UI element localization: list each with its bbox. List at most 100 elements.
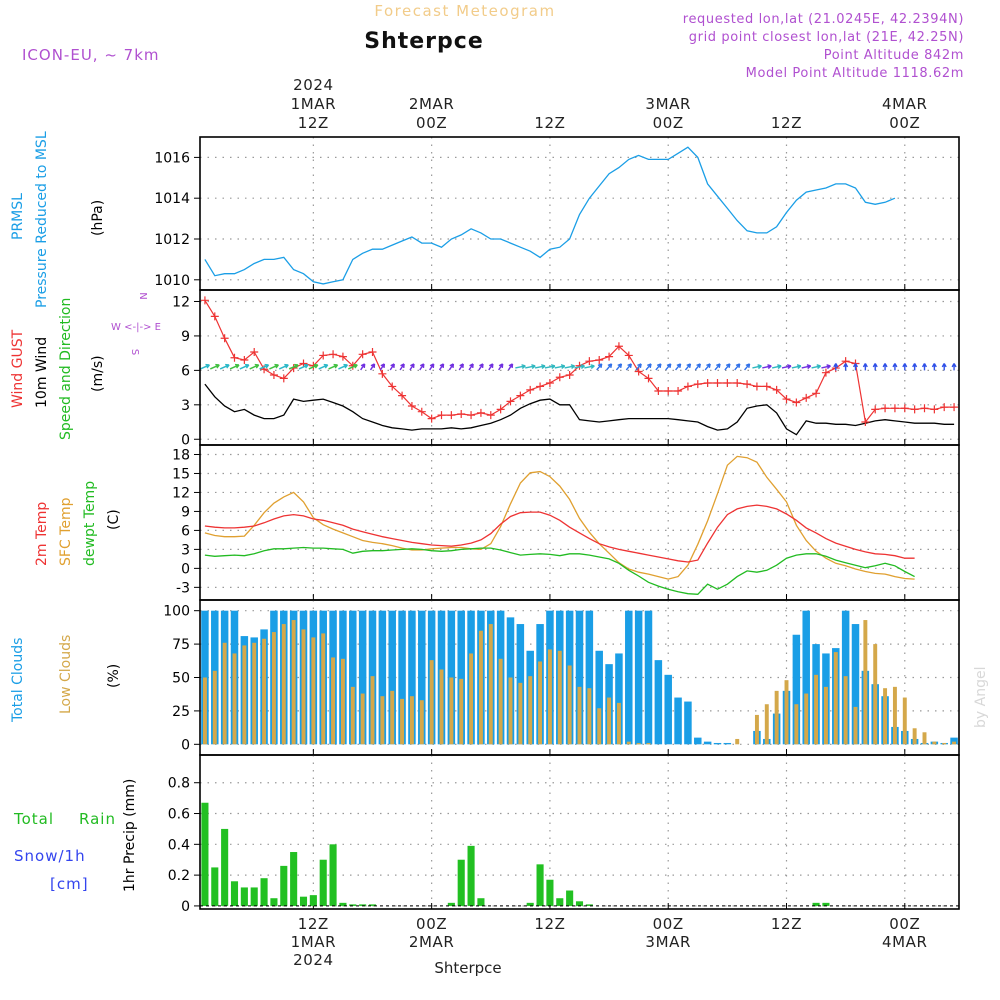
wind-label: 10m Wind — [34, 337, 50, 408]
wind-direction-arrow — [554, 364, 566, 370]
total-cloud-bar — [664, 674, 672, 745]
wind-direction-arrow — [862, 363, 868, 371]
wind-direction-arrow — [734, 363, 741, 371]
precip-bar — [457, 859, 465, 906]
gust-marker — [220, 334, 229, 343]
wind-direction-arrow — [744, 363, 751, 371]
wind-direction-arrow — [438, 363, 445, 371]
low-cloud-bar — [301, 629, 306, 745]
temp-panel: -3 0 3 6 9 12 15 18 — [172, 444, 960, 601]
low-cloud-bar — [380, 696, 385, 745]
pressure-ytick-label: 1012 — [154, 232, 190, 248]
header: Forecast Meteogram Shterpce ICON-EU, ~ 7… — [22, 2, 964, 81]
gust-marker — [871, 405, 880, 414]
gust-marker — [338, 352, 347, 361]
precip-bar — [221, 828, 229, 906]
wind-direction-arrow — [448, 363, 455, 371]
precip-bar — [447, 902, 455, 906]
temp-ytick-label: 12 — [172, 485, 190, 501]
low-cloud-bar — [764, 704, 769, 745]
total-cloud-bar — [378, 610, 387, 745]
gust-marker — [861, 418, 870, 427]
low-cloud-bar — [202, 677, 207, 745]
total-cloud-bar — [851, 624, 860, 745]
low-cloud-bar — [340, 658, 345, 745]
precip-ytick-label: 0.6 — [168, 807, 190, 823]
bottom-time-label: 00Z — [889, 915, 920, 933]
wind-direction-arrow — [279, 363, 289, 370]
wind-direction-arrow — [488, 363, 494, 371]
low-cloud-bar — [350, 686, 355, 745]
low-cloud-bar — [370, 676, 375, 745]
wind-direction-arrow — [328, 363, 339, 370]
low-cloud-bar — [498, 658, 503, 745]
precip-ytick-label: 0 — [181, 899, 190, 915]
gust-marker — [772, 385, 781, 394]
gust-marker — [752, 382, 761, 391]
wind-direction-arrow — [635, 363, 642, 371]
low-clouds-label: Low Clouds — [58, 635, 74, 714]
low-cloud-bar — [439, 669, 444, 745]
bottom-time-label: 12Z — [534, 915, 565, 933]
gust-marker — [920, 404, 929, 413]
top-time-label: 00Z — [416, 114, 447, 132]
low-cloud-bar — [281, 624, 286, 745]
top-time-label: 12Z — [298, 114, 329, 132]
closest-grid-point: grid point closest lon,lat (21E, 42.25N) — [689, 30, 964, 45]
precip-bar — [575, 901, 584, 906]
credit-watermark: by Angel — [973, 667, 989, 728]
precip-bar — [556, 898, 564, 906]
gust-marker — [782, 395, 791, 404]
temp-ytick-label: 9 — [181, 504, 190, 520]
temp-ytick-label: -3 — [176, 580, 190, 596]
gust-marker — [595, 356, 604, 365]
total-cloud-bar — [684, 701, 692, 745]
wind-direction-arrow — [458, 363, 464, 371]
gust-marker — [279, 374, 288, 383]
wind-direction-arrow — [239, 363, 250, 370]
gust-marker — [545, 379, 554, 387]
pressure-panel: 1010 1012 1014 1016 — [154, 136, 960, 291]
temp-ytick-label: 3 — [181, 542, 190, 558]
low-cloud-bar — [321, 633, 326, 745]
wind-ytick-label: 9 — [181, 329, 190, 345]
wind-direction-arrow — [655, 363, 662, 371]
wind-direction-arrow — [645, 363, 652, 371]
precip-bar — [280, 865, 288, 906]
wind-direction-arrow — [821, 364, 831, 370]
low-cloud-bar — [242, 645, 247, 745]
low-cloud-bar — [774, 690, 779, 745]
total-cloud-bar — [457, 610, 465, 745]
low-cloud-bar — [735, 738, 740, 745]
wind-direction-arrow — [843, 363, 849, 371]
low-cloud-bar — [784, 680, 789, 745]
panels: 1010101210141016036912-30369121518025507… — [154, 136, 960, 915]
chart-title: Shterpce — [364, 29, 484, 54]
precip-total-label: Total — [13, 810, 54, 828]
wind-direction-arrow — [684, 363, 692, 371]
gust-marker — [723, 379, 732, 387]
gust-marker — [299, 359, 308, 368]
wind-direction-arrow — [872, 363, 878, 371]
total-cloud-bar — [654, 660, 663, 745]
total-cloud-bar — [792, 634, 801, 745]
total-cloud-bar — [615, 653, 623, 745]
precip-bar — [467, 845, 475, 906]
gust-marker — [427, 414, 436, 423]
wind-direction-arrow — [288, 363, 299, 370]
wind-direction-arrow — [360, 363, 366, 371]
gust-label: Wind GUST — [10, 329, 26, 408]
gust-marker — [388, 382, 397, 391]
wind-direction-arrow — [921, 363, 928, 371]
total-cloud-bar — [802, 610, 810, 745]
gust-marker — [703, 379, 712, 387]
gust-marker — [900, 404, 909, 413]
pressure-label-prmsl: PRMSL — [10, 193, 26, 240]
total-cloud-bar — [349, 610, 357, 745]
gust-marker — [654, 387, 663, 396]
precip-bar — [359, 904, 367, 906]
wind-direction-arrow — [298, 363, 309, 370]
gust-marker — [605, 352, 614, 361]
precip-bar — [240, 887, 248, 906]
